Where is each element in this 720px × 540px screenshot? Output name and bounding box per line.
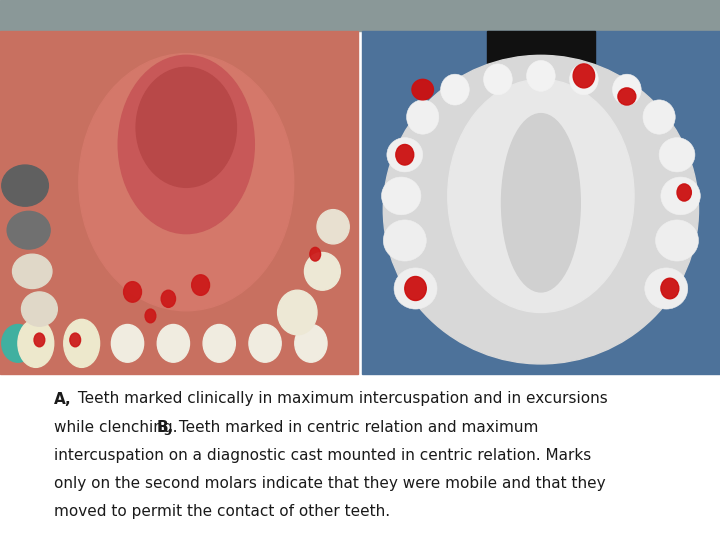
- Ellipse shape: [661, 278, 679, 299]
- Ellipse shape: [618, 88, 636, 105]
- Ellipse shape: [249, 325, 282, 362]
- Ellipse shape: [394, 268, 437, 309]
- Ellipse shape: [317, 210, 349, 244]
- Bar: [361, 31, 720, 374]
- Ellipse shape: [145, 309, 156, 323]
- Ellipse shape: [643, 100, 675, 134]
- Text: Teeth marked in centric relation and maximum: Teeth marked in centric relation and max…: [174, 420, 539, 435]
- Ellipse shape: [18, 319, 54, 367]
- Text: Teeth marked clinically in maximum intercuspation and in excursions: Teeth marked clinically in maximum inter…: [73, 392, 608, 407]
- Ellipse shape: [7, 211, 50, 249]
- Ellipse shape: [502, 113, 580, 292]
- Ellipse shape: [12, 254, 52, 288]
- Ellipse shape: [659, 138, 695, 172]
- Ellipse shape: [112, 325, 143, 362]
- Ellipse shape: [34, 333, 45, 347]
- Text: B,: B,: [156, 420, 174, 435]
- Ellipse shape: [203, 325, 235, 362]
- Ellipse shape: [118, 55, 254, 234]
- Ellipse shape: [70, 333, 81, 347]
- Text: A,: A,: [54, 392, 71, 407]
- Ellipse shape: [573, 64, 595, 88]
- Ellipse shape: [396, 145, 414, 165]
- Ellipse shape: [383, 55, 698, 364]
- Text: intercuspation on a diagnostic cast mounted in centric relation. Marks: intercuspation on a diagnostic cast moun…: [54, 448, 591, 463]
- Ellipse shape: [310, 247, 320, 261]
- Ellipse shape: [124, 282, 142, 302]
- Ellipse shape: [677, 184, 691, 201]
- Ellipse shape: [136, 68, 236, 187]
- Ellipse shape: [1, 165, 48, 206]
- Ellipse shape: [305, 253, 341, 290]
- Ellipse shape: [412, 79, 433, 100]
- Ellipse shape: [645, 268, 688, 309]
- Bar: [0, 31, 359, 374]
- Ellipse shape: [1, 325, 34, 362]
- Ellipse shape: [570, 64, 598, 94]
- Text: moved to permit the contact of other teeth.: moved to permit the contact of other tee…: [54, 504, 390, 519]
- Bar: [487, 31, 595, 72]
- Ellipse shape: [278, 290, 317, 335]
- Ellipse shape: [448, 79, 634, 313]
- Ellipse shape: [613, 74, 642, 105]
- Ellipse shape: [441, 74, 469, 105]
- Ellipse shape: [64, 319, 99, 367]
- Ellipse shape: [161, 290, 176, 307]
- Ellipse shape: [294, 325, 327, 362]
- Ellipse shape: [484, 64, 512, 94]
- Ellipse shape: [407, 100, 438, 134]
- Text: while clenching.: while clenching.: [54, 420, 182, 435]
- Ellipse shape: [405, 276, 426, 300]
- Ellipse shape: [192, 275, 210, 295]
- Ellipse shape: [157, 325, 189, 362]
- Ellipse shape: [383, 220, 426, 261]
- Text: only on the second molars indicate that they were mobile and that they: only on the second molars indicate that …: [54, 476, 606, 491]
- Ellipse shape: [387, 138, 423, 172]
- Ellipse shape: [661, 177, 701, 215]
- Bar: [0, 0, 720, 31]
- Ellipse shape: [382, 177, 421, 215]
- Ellipse shape: [22, 292, 58, 326]
- Ellipse shape: [526, 60, 555, 91]
- Ellipse shape: [78, 53, 294, 311]
- Ellipse shape: [655, 220, 698, 261]
